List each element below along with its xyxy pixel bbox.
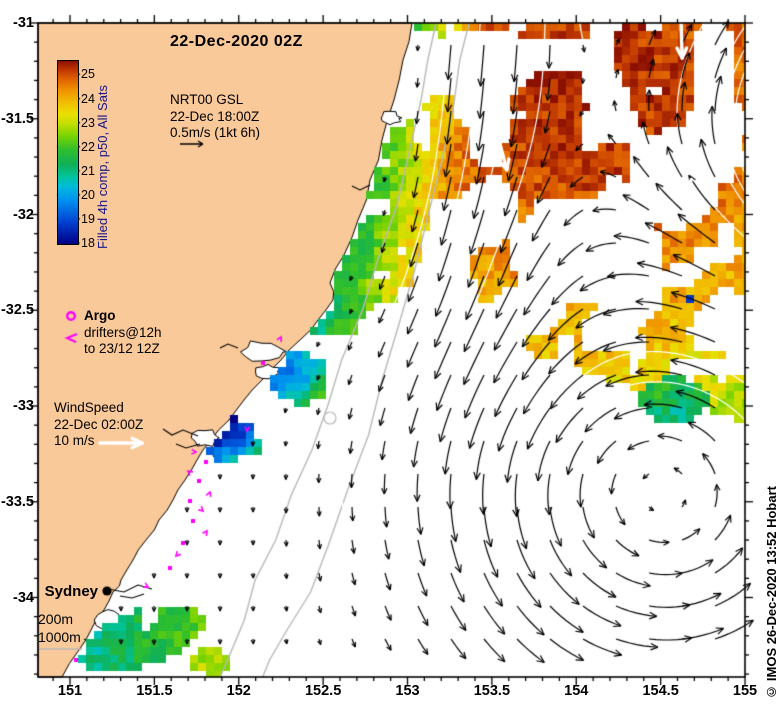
city-label-sydney: Sydney: [44, 583, 98, 600]
x-tick-label: 153.5: [473, 683, 511, 699]
y-tick-label: -34: [13, 589, 34, 606]
colorbar-tick-label: 21: [81, 163, 95, 178]
depth-contour-legend: 200m 1000m: [38, 610, 81, 646]
colorbar-tick-label: 19: [81, 211, 95, 226]
y-tick-label: -33: [13, 398, 34, 414]
colorbar-tick-label: 25: [81, 67, 95, 82]
argo-legend-title: Argo: [84, 308, 116, 323]
sst-colorbar-label: Filled 4h comp, p50, All Sats: [95, 84, 110, 249]
x-tick-label: 151: [57, 683, 83, 699]
colorbar-tick-label: 22: [81, 139, 95, 154]
x-tick-label: 153: [395, 683, 420, 699]
y-tick-label: -31.5: [0, 110, 34, 127]
y-tick-label: -32.5: [0, 302, 34, 319]
gsl-legend-line3: 0.5m/s (1kt 6h): [170, 125, 261, 140]
x-tick-label: 154.5: [642, 683, 679, 699]
x-tick-label: 152: [226, 683, 251, 699]
wind-legend: WindSpeed 22-Dec 02:00Z 10 m/s: [54, 400, 143, 450]
argo-legend: Argo drifters@12h to 23/12 12Z: [84, 308, 162, 358]
imos-credit: © IMOS 26-Dec-2020 13:52 Hobart: [764, 486, 779, 700]
wind-legend-line2: 22-Dec 02:00Z: [54, 416, 144, 432]
map-title: 22-Dec-2020 02Z: [170, 33, 303, 50]
depth-1000m-label: 1000m: [38, 629, 81, 645]
x-tick-label: 151.5: [136, 683, 173, 699]
colorbar-tick-label: 18: [81, 236, 95, 250]
wind-legend-line1: WindSpeed: [54, 400, 124, 415]
y-tick-label: -33.5: [0, 493, 34, 510]
wind-legend-line3: 10 m/s: [54, 433, 95, 448]
argo-legend-line3: to 23/12 12Z: [84, 341, 160, 356]
sst-colorbar: [57, 60, 79, 245]
x-tick-label: 155: [732, 683, 758, 699]
colorbar-tick-label: 20: [81, 187, 95, 202]
depth-200m-label: 200m: [38, 611, 74, 627]
argo-legend-line2: drifters@12h: [84, 324, 162, 340]
gsl-legend: NRT00 GSL 22-Dec 18:00Z 0.5m/s (1kt 6h): [170, 92, 260, 142]
colorbar-tick-label: 23: [81, 115, 95, 130]
gsl-legend-line2: 22-Dec 18:00Z: [170, 108, 260, 124]
colorbar-tick-label: 24: [81, 91, 95, 106]
y-tick-label: -31: [13, 15, 34, 31]
x-tick-label: 152.5: [304, 683, 342, 699]
y-tick-label: -32: [13, 206, 34, 223]
x-tick-label: 154: [564, 683, 589, 699]
gsl-legend-line1: NRT00 GSL: [170, 92, 244, 107]
